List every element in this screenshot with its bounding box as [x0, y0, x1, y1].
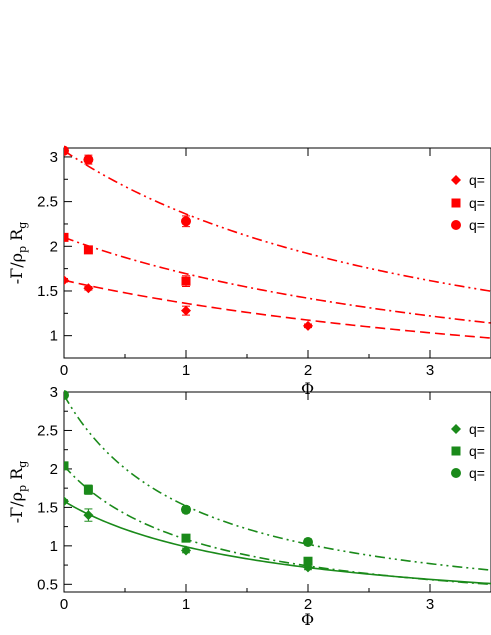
legend-label: q=	[469, 195, 485, 211]
fit-curve	[64, 465, 491, 586]
x-tick-label: 3	[426, 362, 434, 379]
legend-marker	[451, 468, 461, 478]
fit-curve	[64, 394, 491, 571]
plot-frame	[63, 391, 491, 593]
y-tick-label: 1	[50, 328, 58, 345]
data-point	[303, 320, 313, 331]
x-tick-label: 2	[304, 362, 312, 379]
data-point	[64, 461, 69, 471]
plot-area	[64, 390, 491, 586]
plot-area	[64, 145, 491, 339]
data-point	[64, 390, 69, 401]
data-point	[64, 496, 69, 507]
y-tick-label: 2	[50, 461, 58, 478]
legend-marker	[451, 198, 461, 208]
y-tick-label: 2	[50, 238, 58, 255]
x-tick-label: 0	[60, 596, 68, 613]
series-diamond	[64, 275, 491, 339]
plot-panel-1: 0 1 2 311.522.53Φ-Γ/ρp Rgq=q=q=	[7, 145, 491, 398]
data-point	[64, 232, 69, 242]
legend-marker	[451, 220, 461, 230]
fit-curve	[64, 150, 491, 292]
y-tick-label: 0.5	[37, 576, 58, 593]
x-axis-label: Φ	[301, 610, 314, 629]
plot-panel-2: 0 1 2 3 0.5 1 1.5 2 2.5 3 Φ -Γ/ρp Rg q= q= q=	[7, 384, 491, 629]
fit-curve	[64, 279, 491, 339]
series-circle	[64, 390, 491, 571]
y-axis-label: -Γ/ρp Rg	[7, 461, 29, 524]
data-point	[83, 510, 94, 521]
plot-frame	[63, 147, 491, 359]
data-point	[83, 283, 94, 294]
series-square	[64, 232, 491, 324]
data-point	[181, 533, 191, 543]
y-axis-label: -Γ/ρp Rg	[7, 222, 29, 285]
legend-marker	[451, 175, 461, 185]
legend-label: q=	[469, 443, 485, 459]
data-point	[181, 276, 191, 286]
x-tick-label: 1	[182, 362, 190, 379]
x-tick-label: 2	[304, 596, 312, 613]
data-point	[181, 216, 191, 227]
y-tick-label: 2.5	[37, 422, 58, 439]
data-point	[83, 245, 93, 255]
fit-curve	[64, 236, 491, 324]
legend-label: q=	[469, 172, 485, 188]
x-tick-label: 1	[182, 596, 190, 613]
y-tick-label: 2.5	[37, 194, 58, 211]
data-point	[303, 537, 313, 547]
legend-label: q=	[469, 465, 485, 481]
fit-curve	[64, 500, 491, 585]
series-square	[64, 461, 491, 586]
data-point	[83, 485, 93, 495]
data-point	[181, 545, 191, 556]
legend-label: q=	[469, 217, 485, 233]
legend-marker	[451, 424, 461, 434]
data-point	[181, 504, 191, 515]
data-point	[64, 145, 69, 156]
series-diamond	[64, 496, 491, 585]
legend-marker	[451, 446, 461, 456]
y-tick-label: 3	[50, 149, 58, 166]
y-tick-label: 1.5	[37, 499, 58, 516]
y-tick-label: 1.5	[37, 283, 58, 300]
data-point	[83, 154, 94, 165]
x-tick-label: 0	[60, 362, 68, 379]
y-tick-label: 1	[50, 538, 58, 555]
data-point	[64, 275, 69, 286]
x-axis-label: Φ	[301, 379, 314, 398]
series-circle	[64, 145, 491, 292]
x-tick-label: 3	[426, 596, 434, 613]
y-tick-label: 3	[50, 384, 58, 401]
data-point	[181, 305, 191, 316]
legend-label: q=	[469, 421, 485, 437]
data-point	[303, 556, 313, 566]
